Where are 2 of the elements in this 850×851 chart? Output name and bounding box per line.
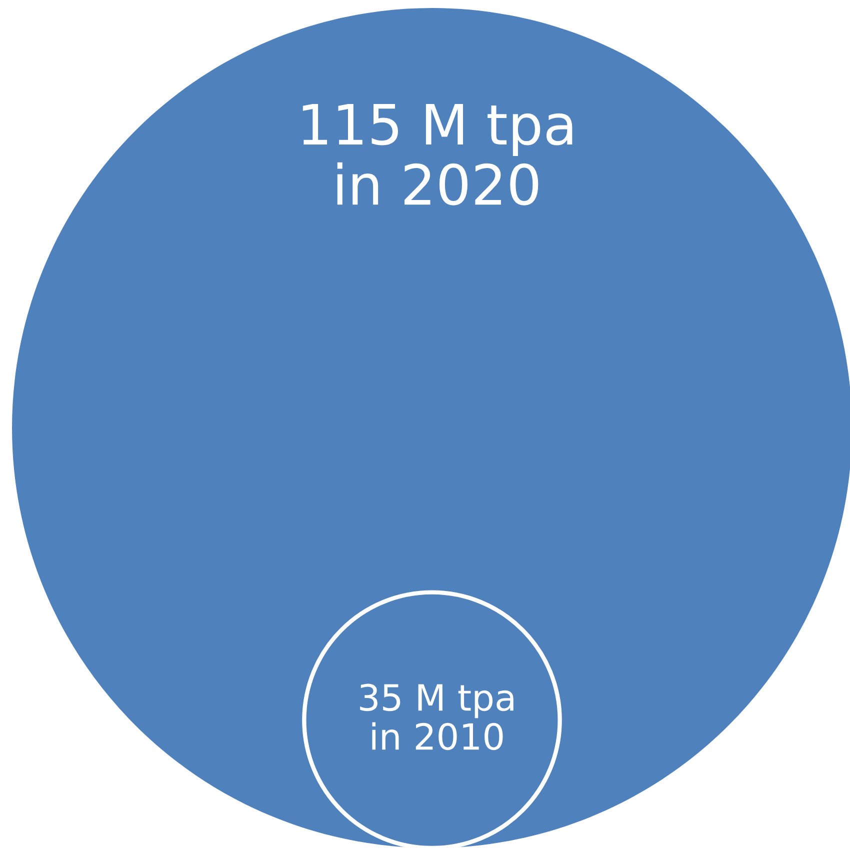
data-label: 35 M tpa in 2010 xyxy=(360,684,514,750)
data-label: 115 M tpa in 2020 xyxy=(302,104,572,206)
